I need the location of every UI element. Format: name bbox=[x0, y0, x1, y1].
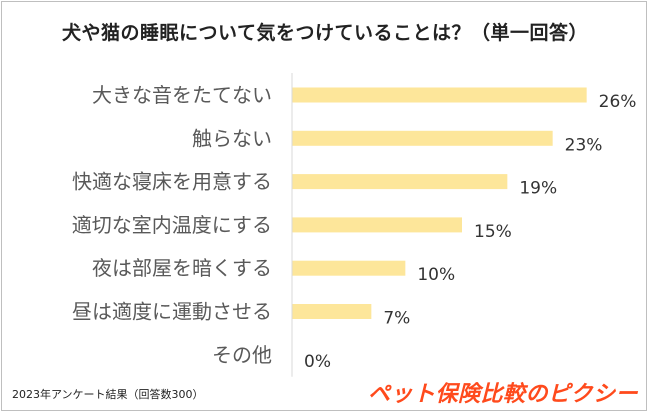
value-labels-group: 26% 23% 19% 15% 10% 7% 0% bbox=[304, 92, 636, 372]
category-label-3: 適切な室内温度にする bbox=[72, 213, 272, 237]
category-label-6: その他 bbox=[212, 343, 272, 367]
category-label-0: 大きな音をたてない bbox=[92, 83, 272, 107]
bar-4 bbox=[292, 260, 406, 276]
category-label-2: 快適な寝床を用意する bbox=[72, 170, 272, 194]
bar-5 bbox=[292, 304, 372, 319]
bar-0 bbox=[292, 87, 587, 103]
value-label-6: 0% bbox=[304, 352, 331, 372]
footnote: 2023年アンケート結果（回答数300） bbox=[12, 388, 204, 401]
category-label-1: 触らない bbox=[192, 126, 272, 150]
bar-2 bbox=[292, 174, 508, 190]
bars-group bbox=[292, 87, 587, 319]
value-label-2: 19% bbox=[519, 179, 557, 199]
chart-title: 犬や猫の睡眠について気をつけていることは？（単一回答） bbox=[62, 22, 588, 44]
category-label-5: 昼は適度に運動させる bbox=[72, 300, 272, 324]
value-label-5: 7% bbox=[383, 309, 410, 329]
brand-logo: ペット保険比較のピクシー bbox=[368, 382, 639, 407]
value-label-0: 26% bbox=[599, 92, 637, 112]
value-label-1: 23% bbox=[565, 135, 603, 155]
category-labels-group: 大きな音をたてない触らない快適な寝床を用意する適切な室内温度にする夜は部屋を暗く… bbox=[72, 83, 272, 367]
bar-1 bbox=[292, 130, 553, 146]
bar-3 bbox=[292, 217, 462, 233]
category-label-4: 夜は部屋を暗くする bbox=[92, 256, 272, 280]
value-label-3: 15% bbox=[474, 222, 512, 242]
value-label-4: 10% bbox=[417, 265, 455, 285]
